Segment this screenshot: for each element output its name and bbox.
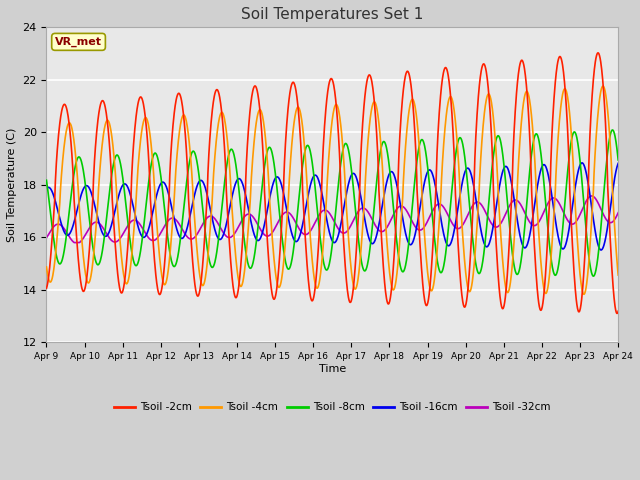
Tsoil -8cm (433, 254, 440, 260)
Tsoil -16cm (76, 199, 83, 204)
Line: Tsoil -32cm: Tsoil -32cm (47, 196, 618, 242)
Tsoil -8cm (257, 201, 264, 207)
Tsoil -4cm (599, 83, 607, 89)
Text: VR_met: VR_met (55, 37, 102, 47)
Tsoil -2cm (595, 50, 602, 56)
Tsoil -4cm (276, 284, 284, 289)
Tsoil -32cm (43, 235, 51, 240)
Tsoil -32cm (588, 193, 595, 199)
Tsoil -16cm (597, 247, 605, 253)
Tsoil -16cm (164, 191, 172, 197)
Tsoil -32cm (70, 240, 78, 245)
Tsoil -32cm (257, 227, 264, 233)
Legend: Tsoil -2cm, Tsoil -4cm, Tsoil -8cm, Tsoil -16cm, Tsoil -32cm: Tsoil -2cm, Tsoil -4cm, Tsoil -8cm, Tsoi… (110, 398, 555, 416)
Tsoil -8cm (589, 273, 597, 279)
Tsoil -32cm (76, 240, 83, 245)
Tsoil -2cm (43, 285, 51, 291)
Tsoil -4cm (580, 291, 588, 297)
Tsoil -4cm (164, 265, 172, 271)
Y-axis label: Soil Temperature (C): Soil Temperature (C) (7, 128, 17, 242)
Tsoil -2cm (257, 112, 264, 118)
Tsoil -8cm (614, 157, 622, 163)
Tsoil -16cm (433, 191, 440, 196)
Tsoil -2cm (76, 266, 83, 272)
Tsoil -16cm (279, 186, 287, 192)
Tsoil -8cm (76, 154, 83, 160)
Tsoil -8cm (276, 213, 284, 218)
Tsoil -4cm (43, 264, 51, 270)
Line: Tsoil -2cm: Tsoil -2cm (47, 53, 618, 313)
Tsoil -8cm (43, 177, 51, 183)
Tsoil -32cm (165, 217, 173, 223)
Tsoil -8cm (164, 240, 172, 246)
Tsoil -4cm (614, 272, 622, 278)
Tsoil -2cm (614, 308, 622, 314)
Tsoil -16cm (257, 235, 264, 241)
Tsoil -32cm (614, 210, 622, 216)
Line: Tsoil -4cm: Tsoil -4cm (47, 86, 618, 294)
Tsoil -32cm (276, 216, 284, 221)
Tsoil -4cm (433, 253, 440, 259)
Tsoil -16cm (614, 160, 622, 166)
Title: Soil Temperatures Set 1: Soil Temperatures Set 1 (241, 7, 424, 22)
Tsoil -4cm (257, 107, 264, 113)
Tsoil -4cm (279, 269, 287, 275)
Tsoil -32cm (433, 202, 441, 208)
Tsoil -2cm (164, 203, 172, 209)
Tsoil -8cm (609, 127, 616, 133)
Line: Tsoil -8cm: Tsoil -8cm (47, 130, 618, 276)
Tsoil -2cm (433, 157, 440, 163)
Line: Tsoil -16cm: Tsoil -16cm (47, 163, 618, 250)
Tsoil -32cm (279, 212, 287, 217)
X-axis label: Time: Time (319, 364, 346, 374)
Tsoil -2cm (279, 205, 287, 211)
Tsoil -2cm (276, 252, 284, 258)
Tsoil -4cm (76, 204, 83, 210)
Tsoil -2cm (613, 311, 621, 316)
Tsoil -16cm (43, 186, 51, 192)
Tsoil -16cm (276, 177, 284, 183)
Tsoil -16cm (578, 160, 586, 166)
Tsoil -8cm (279, 240, 287, 245)
